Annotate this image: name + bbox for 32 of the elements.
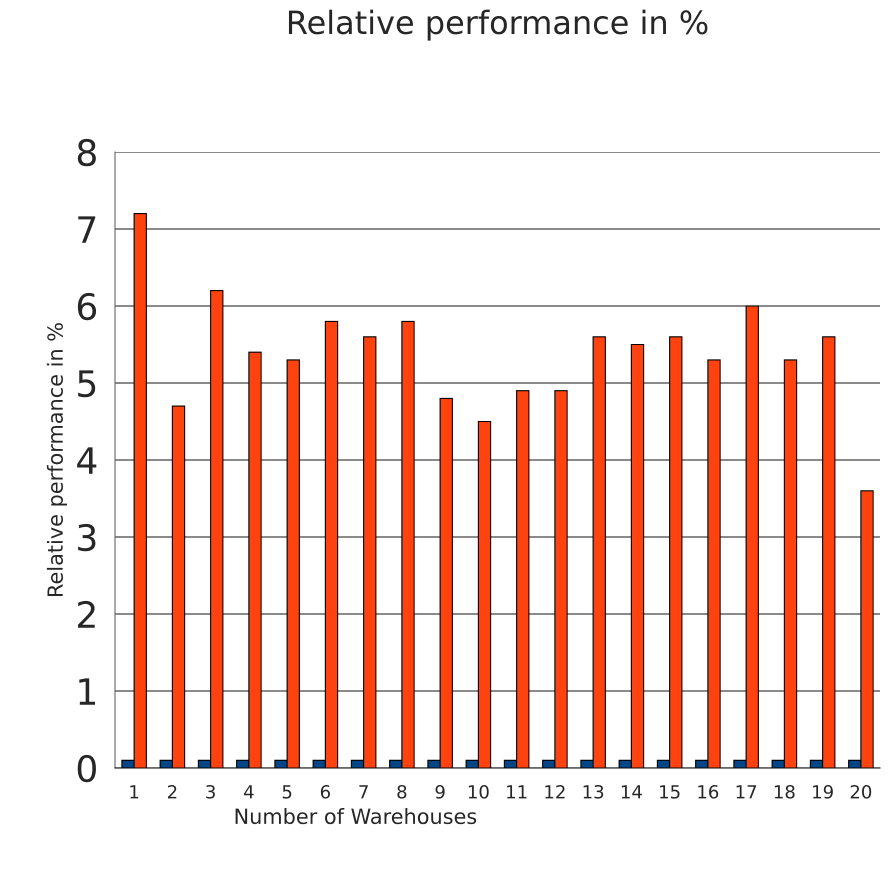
x-tick-label: 19 <box>813 784 833 799</box>
x-tick-label: 14 <box>622 785 642 798</box>
x-tick-label: 11 <box>507 785 526 798</box>
x-axis-title: Number of Warehouses <box>236 808 476 824</box>
y-axis-title: Relative performance in % <box>46 323 68 596</box>
y-tick-label: 7 <box>78 216 96 243</box>
y-tick-label: 3 <box>78 524 96 552</box>
y-tick-label: 5 <box>78 370 96 398</box>
x-tick-label: 20 <box>850 784 872 799</box>
y-tick-label: 2 <box>78 600 95 628</box>
y-tick-label: 1 <box>79 678 95 705</box>
x-tick-label: 10 <box>468 784 489 799</box>
y-tick-label: 0 <box>78 754 96 782</box>
x-tick-label: 8 <box>397 784 406 799</box>
x-tick-label: 12 <box>545 784 565 798</box>
x-tick-label: 6 <box>320 784 330 799</box>
y-tick-label: 4 <box>77 447 96 474</box>
x-tick-label: 2 <box>168 784 176 798</box>
x-tick-label: 9 <box>436 784 445 799</box>
x-tick-label: 15 <box>660 785 680 799</box>
x-tick-label: 7 <box>359 785 368 798</box>
x-tick-label: 16 <box>698 784 718 799</box>
x-tick-label: 18 <box>774 784 795 799</box>
y-tick-label: 6 <box>78 292 96 320</box>
y-tick-label: 8 <box>78 138 96 166</box>
x-tick-label: 1 <box>130 785 138 798</box>
x-tick-label: 5 <box>282 785 292 799</box>
chart-title: Relative performance in % <box>288 10 708 41</box>
x-tick-label: 3 <box>206 784 215 799</box>
x-tick-label: 17 <box>736 785 756 798</box>
x-tick-label: 13 <box>584 784 604 799</box>
x-tick-label: 4 <box>244 785 254 798</box>
